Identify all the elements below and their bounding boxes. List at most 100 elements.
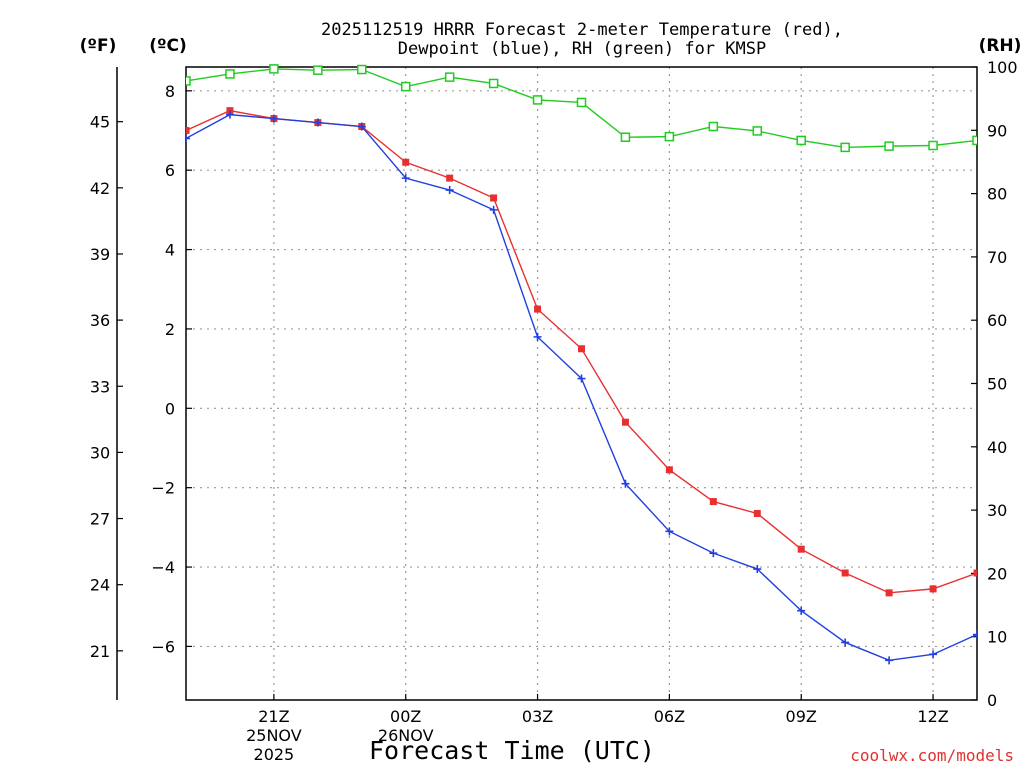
x-tick-year-label: 2025: [254, 745, 295, 764]
rh-tick-label: 40: [987, 438, 1007, 457]
dewpoint-series-point: [1017, 627, 1024, 635]
x-tick-label: 00Z: [390, 707, 421, 726]
data-series: [186, 64, 1024, 665]
dewpoint-series-point: [489, 205, 498, 214]
fahrenheit-axis-unit: (ºF): [80, 36, 117, 56]
fahrenheit-tick-label: 27: [90, 510, 110, 529]
x-tick-label: 21Z: [258, 707, 289, 726]
x-tick-date-label: 25NOV: [246, 726, 302, 745]
dewpoint-series-point: [929, 650, 938, 659]
temperature-series-point: [402, 158, 410, 166]
rh-tick-label: 10: [987, 628, 1007, 647]
fahrenheit-tick-label: 39: [90, 245, 110, 264]
temperature-series-point: [1017, 566, 1024, 573]
celsius-tick-label: −2: [151, 479, 175, 498]
chart-title-line2: Dewpoint (blue), RH (green) for KMSP: [398, 39, 766, 59]
dewpoint-series-point: [665, 527, 674, 536]
rh-series-point: [928, 140, 938, 151]
temperature-series-point: [929, 585, 937, 593]
celsius-tick-label: 8: [165, 82, 175, 101]
dewpoint-series-point: [797, 606, 806, 615]
rh-series-point: [620, 132, 631, 143]
rh-series-point: [357, 64, 367, 75]
celsius-tick-label: −4: [151, 558, 175, 577]
rh-tick-label: 70: [987, 248, 1007, 267]
x-tick-label: 03Z: [522, 707, 553, 726]
temperature-series-point: [621, 418, 629, 426]
x-axis-label: Forecast Time (UTC): [369, 736, 655, 765]
grid-lines: [186, 67, 977, 700]
fahrenheit-tick-label: 21: [90, 642, 110, 661]
rh-tick-label: 60: [987, 311, 1007, 330]
rh-series-point: [186, 76, 191, 86]
chart-title-line1: 2025112519 HRRR Forecast 2-meter Tempera…: [321, 20, 843, 40]
dewpoint-series-point: [753, 565, 762, 574]
axes: 86420−2−4−645423936333027242110090807060…: [90, 58, 1018, 764]
temperature-series-point: [973, 569, 977, 577]
fahrenheit-tick-label: 42: [90, 179, 110, 198]
fahrenheit-tick-label: 45: [90, 113, 110, 132]
temperature-series-point: [797, 545, 805, 553]
rh-series-point: [840, 142, 850, 153]
dewpoint-series-point: [401, 174, 410, 183]
fahrenheit-tick-label: 33: [90, 377, 110, 396]
rh-series-point: [884, 141, 894, 151]
celsius-tick-label: −6: [151, 637, 175, 656]
rh-series-point: [313, 65, 323, 75]
dewpoint-series-point: [621, 479, 630, 488]
dewpoint-series-point: [709, 549, 718, 558]
dewpoint-series-point: [269, 114, 278, 123]
rh-series-point: [972, 135, 977, 146]
plot-frame: [185, 66, 978, 701]
rh-tick-label: 50: [987, 375, 1007, 394]
fahrenheit-tick-label: 24: [90, 576, 110, 595]
temperature-series-point: [885, 589, 893, 597]
dewpoint-series-point: [885, 656, 894, 665]
rh-series-point: [269, 64, 279, 74]
rh-series-point: [488, 78, 499, 89]
temperature-series-point: [534, 305, 542, 313]
rh-series-point: [708, 121, 719, 132]
rh-series-point: [576, 97, 587, 108]
credit-text: coolwx.com/models: [850, 746, 1014, 765]
rh-series-line: [186, 68, 977, 149]
temperature-series-point: [186, 126, 190, 134]
rh-axis-unit: (RH): [979, 36, 1022, 56]
dewpoint-series-point: [225, 110, 234, 119]
celsius-tick-label: 0: [165, 399, 175, 418]
temperature-series-point: [753, 509, 761, 517]
rh-tick-label: 100: [987, 58, 1018, 77]
temperature-series-point: [841, 569, 849, 577]
dewpoint-series-point: [973, 630, 977, 639]
rh-tick-label: 80: [987, 185, 1007, 204]
temperature-series-point: [446, 174, 454, 182]
rh-series-point: [752, 126, 763, 136]
dewpoint-series-point: [533, 332, 542, 341]
celsius-tick-label: 6: [165, 161, 175, 180]
rh-series-point: [444, 72, 455, 82]
rh-tick-label: 0: [987, 691, 997, 710]
fahrenheit-tick-label: 30: [90, 443, 110, 462]
fahrenheit-tick-label: 36: [90, 311, 110, 330]
rh-series-point: [225, 69, 235, 79]
temperature-series-point: [665, 466, 673, 474]
temperature-series-line: [186, 109, 977, 594]
x-tick-date-label: 26NOV: [378, 726, 434, 745]
x-tick-label: 12Z: [917, 707, 948, 726]
temperature-series-point: [578, 345, 585, 353]
rh-series-point: [796, 135, 806, 146]
dewpoint-series-point: [577, 374, 586, 383]
dewpoint-series-point: [445, 186, 454, 195]
rh-series-point: [664, 131, 675, 142]
celsius-tick-label: 2: [165, 320, 175, 339]
celsius-axis-unit: (ºC): [149, 36, 187, 56]
rh-series-point: [1017, 136, 1024, 144]
dewpoint-series-point: [186, 134, 190, 143]
celsius-tick-label: 4: [165, 241, 175, 260]
x-tick-label: 06Z: [654, 707, 685, 726]
rh-series-point: [532, 95, 543, 105]
dewpoint-series-point: [841, 638, 850, 647]
x-tick-label: 09Z: [786, 707, 817, 726]
rh-tick-label: 20: [987, 564, 1007, 583]
